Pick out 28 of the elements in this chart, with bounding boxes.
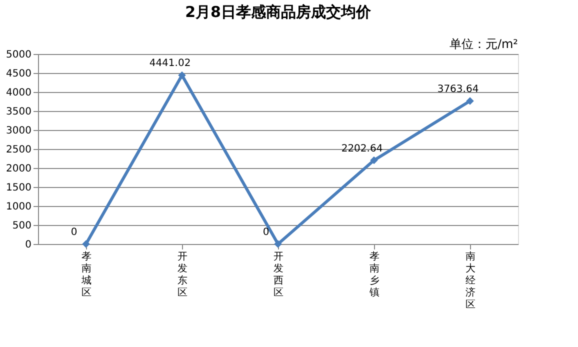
x-tick-label: 开发西区: [274, 252, 284, 298]
chart-title: 2月8日孝感商品房成交均价: [185, 3, 372, 21]
point: [370, 156, 378, 164]
data-label: 0: [70, 227, 78, 238]
y-tick-label: 4500: [6, 68, 32, 80]
y-tick-label: 0: [25, 240, 32, 250]
data-label: 0: [262, 227, 270, 238]
point: [274, 240, 282, 248]
x-tick-label: 孝南城区: [80, 250, 92, 298]
y-tick-label: 2500: [6, 144, 32, 156]
y-tick-label: 1000: [6, 202, 32, 212]
y-tick-label: 1500: [6, 182, 32, 194]
x-tick-label: 南大经济区: [466, 250, 476, 310]
point: [178, 71, 186, 80]
point: [82, 240, 90, 248]
x-tick-label: 开发东区: [178, 252, 188, 298]
y-tick-label: 500: [12, 220, 32, 232]
data-label: 4441.02: [149, 58, 191, 70]
data-label: 2202.64: [341, 143, 383, 154]
y-tick-label: 3000: [6, 126, 32, 136]
y-tick-label: 5000: [6, 50, 32, 60]
text: 单位：元/m²: [449, 37, 518, 51]
x-tick-label: 孝南乡镇: [368, 250, 380, 298]
y-tick-label: 4000: [6, 88, 32, 98]
y-tick-label: 2000: [6, 164, 32, 174]
y-tick-label: 3500: [6, 106, 32, 118]
point: [466, 97, 474, 105]
data-label: 3763.64: [437, 84, 479, 95]
